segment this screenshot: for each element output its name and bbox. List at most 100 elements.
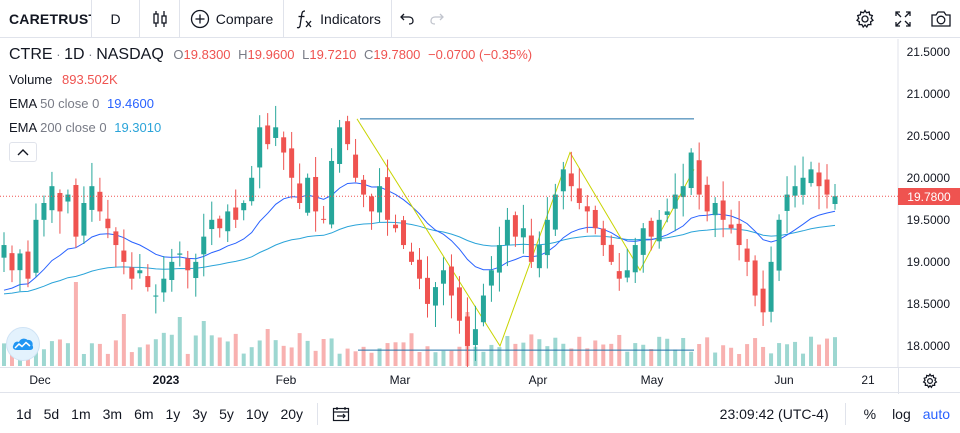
candle-body	[800, 177, 806, 195]
screenshot-button[interactable]	[922, 0, 960, 38]
ema200-legend[interactable]: EMA 200 close 0 19.3010	[9, 120, 161, 135]
volume-bar	[169, 334, 174, 366]
candle-body	[688, 152, 694, 189]
volume-bar	[481, 351, 486, 366]
range-button-5y[interactable]: 5y	[219, 405, 234, 422]
interval-selector[interactable]: D	[92, 0, 140, 38]
open-value: 19.8300	[183, 47, 231, 62]
volume-bar	[409, 333, 414, 366]
clock-timezone[interactable]: 23:09:42 (UTC-4)	[719, 405, 829, 422]
price-axis-label: 18.0000	[906, 338, 950, 353]
volume-bar	[81, 353, 86, 366]
volume-bar	[801, 353, 806, 366]
plus-circle-icon	[190, 9, 209, 28]
redo-button[interactable]	[422, 0, 452, 38]
candle-body	[201, 236, 207, 255]
price-axis-label: 19.5000	[906, 212, 950, 227]
range-button-10y[interactable]: 10y	[245, 405, 269, 422]
compare-button[interactable]: Compare	[180, 0, 284, 38]
candle-body	[640, 228, 646, 255]
indicators-button[interactable]: Indicators	[284, 0, 392, 38]
ema50-legend[interactable]: EMA 50 close 0 19.4600	[9, 96, 154, 111]
volume-bar	[57, 339, 62, 366]
volume-label: Volume	[9, 72, 53, 87]
volume-bar	[329, 338, 334, 366]
volume-bar	[729, 347, 734, 366]
candle-body	[456, 287, 462, 321]
axis-settings-button[interactable]	[898, 368, 960, 394]
range-button-1d[interactable]: 1d	[16, 405, 32, 422]
percent-scale-toggle[interactable]: %	[863, 405, 877, 422]
legend-exchange: NASDAQ	[96, 46, 164, 63]
candle-body	[544, 219, 550, 256]
volume-bar	[321, 339, 326, 366]
candle-body	[313, 176, 319, 212]
range-button-5d[interactable]: 5d	[43, 405, 60, 422]
range-button-3y[interactable]: 3y	[192, 405, 208, 422]
fullscreen-button[interactable]	[884, 0, 922, 38]
time-axis-label: Jun	[774, 373, 794, 387]
candle-body	[432, 287, 438, 306]
candle-body	[241, 203, 247, 211]
candle-body	[512, 215, 518, 237]
candle-body	[568, 173, 574, 187]
volume-bar	[49, 341, 54, 366]
chart-pane[interactable]: CTRE · 1D · NASDAQ O19.8300 H19.9600 L19…	[0, 39, 960, 367]
candle-body	[624, 270, 630, 278]
candle-body	[552, 194, 558, 230]
log-scale-toggle[interactable]: log	[892, 405, 911, 422]
volume-bar	[337, 353, 342, 366]
volume-bar	[601, 344, 606, 366]
candle-body	[616, 271, 622, 279]
fullscreen-icon	[895, 10, 911, 27]
volume-bar	[457, 346, 462, 366]
volume-bar	[249, 347, 254, 366]
range-button-1m[interactable]: 1m	[71, 405, 91, 422]
volume-bar	[193, 335, 198, 366]
range-button-1y[interactable]: 1y	[165, 405, 181, 422]
candle-body	[25, 251, 31, 279]
candle-body	[89, 186, 95, 210]
undo-button[interactable]	[392, 0, 422, 38]
range-button-3m[interactable]: 3m	[102, 405, 123, 422]
candle-body	[560, 169, 566, 192]
candle-body	[672, 194, 678, 209]
candle-body	[161, 278, 167, 293]
ema200-label: EMA	[9, 120, 37, 135]
candle-body	[41, 203, 47, 220]
bar-style-icon	[152, 10, 167, 27]
volume-legend[interactable]: Volume 893.502K	[9, 72, 118, 87]
candle-body	[265, 125, 271, 145]
candle-body	[377, 186, 383, 213]
collapse-legend-button[interactable]	[9, 142, 37, 162]
candle-body	[488, 270, 494, 286]
camera-icon	[931, 10, 951, 27]
range-button-20y[interactable]: 20y	[280, 405, 304, 422]
candle-body	[528, 235, 534, 262]
volume-bar	[129, 352, 134, 366]
candle-body	[185, 258, 191, 271]
candle-body	[129, 267, 135, 279]
price-chart[interactable]	[0, 39, 960, 367]
candle-body	[520, 228, 526, 238]
toolbar-right	[846, 0, 960, 38]
symbol-search[interactable]: CARETRUST	[0, 0, 92, 38]
volume-bar	[721, 345, 726, 366]
candle-body	[752, 260, 758, 296]
range-button-6m[interactable]: 6m	[134, 405, 154, 422]
settings-button[interactable]	[846, 0, 884, 38]
volume-bar	[73, 282, 78, 366]
tradingview-logo[interactable]	[6, 327, 40, 361]
candle-body	[233, 207, 239, 220]
auto-scale-toggle[interactable]: auto	[922, 405, 950, 422]
chart-style-button[interactable]	[140, 0, 180, 38]
candle-body	[1, 245, 7, 258]
volume-bar	[2, 343, 6, 366]
ema200-line	[3, 221, 836, 295]
time-axis[interactable]: Dec 2023 Feb Mar Apr May Jun 21	[0, 367, 960, 394]
date-range-button[interactable]	[326, 394, 356, 433]
indicators-label: Indicators	[320, 10, 381, 27]
volume-bar	[761, 346, 766, 366]
candle-body	[361, 179, 367, 195]
candle-body	[321, 218, 327, 220]
